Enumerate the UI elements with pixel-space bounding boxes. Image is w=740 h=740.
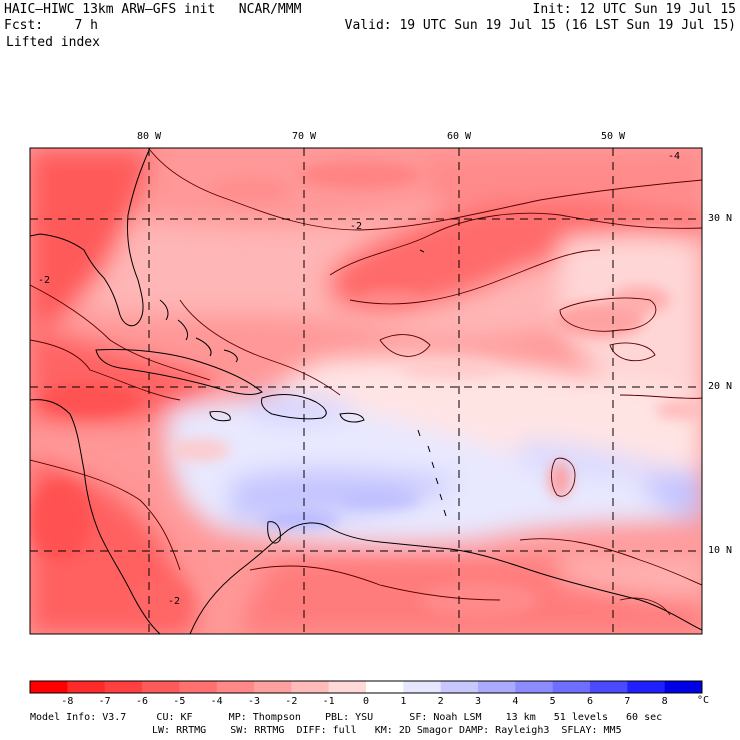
colorbar <box>29 680 703 694</box>
colorbar-tick-label: 5 <box>549 696 556 707</box>
valid-time: Valid: 19 UTC Sun 19 Jul 15 (16 LST Sun … <box>344 18 736 33</box>
colorbar-swatch <box>67 681 106 693</box>
map-frame <box>29 147 703 635</box>
colorbar-tick-label: -5 <box>173 696 186 707</box>
colorbar-tick-label: 0 <box>362 696 370 707</box>
contour-label: -2 <box>350 221 363 232</box>
colorbar-tick-label: 8 <box>661 696 668 707</box>
colorbar-tick-label: -8 <box>61 696 74 707</box>
colorbar-tick-label: 4 <box>512 696 519 707</box>
colorbar-swatch <box>664 681 703 693</box>
colorbar-frame <box>29 680 703 694</box>
model-title: HAIC–HIWC 13km ARW–GFS init NCAR/MMM <box>4 2 302 17</box>
colorbar-swatch <box>590 681 628 693</box>
colorbar-swatch <box>328 681 367 693</box>
colorbar-unit: °C <box>696 695 710 706</box>
forecast-hour: Fcst: 7 h <box>4 18 98 33</box>
lat-label-10n: 10 N <box>708 545 733 556</box>
lon-label-60w: 60 W <box>446 131 472 142</box>
model-info-line2: LW: RRTMG SW: RRTMG DIFF: full KM: 2D Sm… <box>152 725 622 736</box>
colorbar-swatch <box>291 681 330 693</box>
field-name: Lifted index <box>6 35 100 50</box>
colorbar-swatch <box>403 681 442 693</box>
lat-label-30n: 30 N <box>708 213 733 224</box>
colorbar-tick-label: 7 <box>624 696 631 707</box>
init-time: Init: 12 UTC Sun 19 Jul 15 <box>532 2 737 17</box>
colorbar-tick-label: -3 <box>247 696 261 707</box>
colorbar-swatch <box>216 681 255 693</box>
colorbar-swatch <box>478 681 516 693</box>
lat-label-20n: 20 N <box>708 381 733 392</box>
lon-label-80w: 80 W <box>136 131 162 142</box>
lon-label-70w: 70 W <box>291 131 317 142</box>
colorbar-swatch <box>142 681 180 693</box>
lat-lon-grid <box>30 148 702 634</box>
coastlines <box>30 148 702 634</box>
contour-label: -2 <box>168 596 181 607</box>
contour-label: -4 <box>668 151 681 162</box>
colorbar-tick-label: -6 <box>135 696 149 707</box>
model-info-line1: Model Info: V3.7 CU: KF MP: Thompson PBL… <box>30 712 663 723</box>
colorbar-swatch <box>366 681 404 693</box>
colorbar-swatch <box>552 681 591 693</box>
colorbar-swatch <box>104 681 143 693</box>
colorbar-swatch <box>627 681 666 693</box>
colorbar-tick-label: 6 <box>586 696 594 707</box>
colorbar-tick-label: 3 <box>474 696 482 707</box>
colorbar-tick-label: -7 <box>98 696 111 707</box>
colorbar-swatch <box>179 681 218 693</box>
colorbar-tick-label: -2 <box>285 696 298 707</box>
contour-label: -2 <box>38 275 51 286</box>
colorbar-tick-label: -1 <box>322 696 335 707</box>
colorbar-swatch <box>30 681 68 693</box>
lon-label-50w: 50 W <box>600 131 626 142</box>
colorbar-tick-label: -4 <box>210 696 223 707</box>
colorbar-swatch <box>515 681 554 693</box>
lifted-index-field <box>30 148 702 634</box>
colorbar-tick-label: 2 <box>437 696 444 707</box>
colorbar-tick-label: 1 <box>400 696 407 707</box>
colorbar-swatch <box>254 681 292 693</box>
colorbar-swatch <box>440 681 479 693</box>
